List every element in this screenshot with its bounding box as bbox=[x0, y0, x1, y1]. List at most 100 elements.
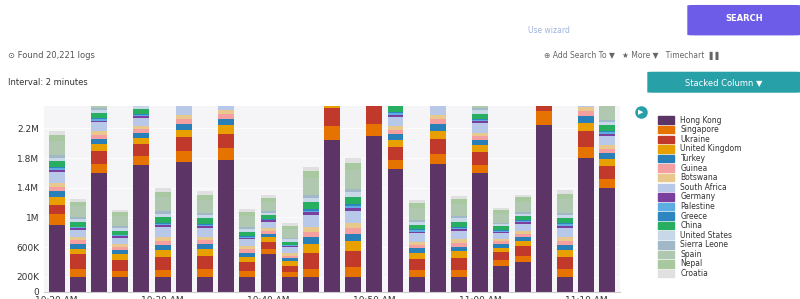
Bar bbox=[494, 233, 510, 239]
Bar bbox=[599, 179, 615, 188]
Bar bbox=[197, 249, 213, 256]
Bar bbox=[112, 271, 128, 277]
Bar bbox=[557, 257, 573, 269]
Bar bbox=[91, 144, 107, 151]
Bar bbox=[658, 164, 674, 172]
Bar bbox=[70, 254, 86, 269]
Bar bbox=[197, 200, 213, 213]
Bar bbox=[218, 160, 234, 292]
Bar bbox=[536, 90, 552, 111]
Bar bbox=[514, 246, 530, 256]
Bar bbox=[282, 245, 298, 246]
Bar bbox=[49, 172, 65, 183]
Bar bbox=[176, 130, 192, 137]
Bar bbox=[578, 92, 594, 95]
Bar bbox=[557, 277, 573, 292]
Bar bbox=[472, 165, 488, 173]
Bar bbox=[324, 89, 340, 97]
Bar bbox=[472, 145, 488, 152]
Bar bbox=[557, 225, 573, 226]
Bar bbox=[451, 246, 467, 251]
Bar bbox=[49, 167, 65, 168]
Bar bbox=[494, 232, 510, 233]
Bar bbox=[261, 196, 277, 198]
Bar bbox=[366, 57, 382, 59]
Bar bbox=[70, 228, 86, 230]
Bar bbox=[176, 115, 192, 119]
Bar bbox=[112, 260, 128, 271]
Bar bbox=[451, 243, 467, 246]
Bar bbox=[599, 101, 615, 106]
Bar bbox=[282, 256, 298, 258]
Bar bbox=[409, 231, 425, 234]
Bar bbox=[578, 91, 594, 92]
Bar bbox=[70, 199, 86, 202]
Bar bbox=[261, 237, 277, 242]
Bar bbox=[366, 61, 382, 64]
Bar bbox=[324, 57, 340, 58]
Bar bbox=[578, 83, 594, 89]
Bar bbox=[176, 88, 192, 90]
Bar bbox=[346, 204, 361, 205]
Bar bbox=[197, 224, 213, 225]
Bar bbox=[557, 213, 573, 215]
Bar bbox=[514, 231, 530, 234]
Bar bbox=[324, 140, 340, 292]
Text: Sierra Leone: Sierra Leone bbox=[681, 240, 729, 249]
Bar bbox=[387, 112, 403, 113]
Text: Use wizard: Use wizard bbox=[528, 26, 570, 35]
Bar bbox=[197, 191, 213, 195]
Bar bbox=[176, 103, 192, 105]
Bar bbox=[430, 63, 446, 69]
Text: Botswana: Botswana bbox=[681, 173, 718, 182]
Bar bbox=[49, 183, 65, 187]
Bar bbox=[409, 248, 425, 253]
Bar bbox=[451, 258, 467, 270]
Bar bbox=[218, 134, 234, 148]
Bar bbox=[409, 208, 425, 220]
Bar bbox=[451, 204, 467, 216]
Bar bbox=[239, 216, 255, 227]
Bar bbox=[494, 244, 510, 248]
Bar bbox=[387, 117, 403, 126]
Bar bbox=[557, 218, 573, 223]
Bar bbox=[91, 89, 107, 94]
Bar bbox=[599, 166, 615, 179]
Bar bbox=[49, 170, 65, 172]
Bar bbox=[451, 199, 467, 204]
Bar bbox=[578, 78, 594, 83]
Bar bbox=[430, 88, 446, 92]
Bar bbox=[494, 242, 510, 244]
Bar bbox=[303, 244, 318, 253]
Bar bbox=[176, 73, 192, 88]
Bar bbox=[409, 222, 425, 225]
Bar bbox=[578, 158, 594, 292]
Bar bbox=[49, 141, 65, 155]
Bar bbox=[557, 250, 573, 257]
Bar bbox=[658, 212, 674, 220]
Bar bbox=[658, 126, 674, 133]
Bar bbox=[324, 126, 340, 140]
Text: Singapore: Singapore bbox=[681, 125, 719, 134]
Bar bbox=[303, 253, 318, 269]
Bar bbox=[451, 222, 467, 227]
Bar bbox=[197, 225, 213, 226]
Bar bbox=[472, 110, 488, 114]
Bar bbox=[494, 231, 510, 232]
Bar bbox=[91, 108, 107, 110]
Bar bbox=[409, 277, 425, 292]
Bar bbox=[91, 86, 107, 89]
Bar bbox=[366, 77, 382, 82]
Bar bbox=[346, 267, 361, 277]
Bar bbox=[658, 155, 674, 162]
Bar bbox=[599, 120, 615, 122]
Bar bbox=[176, 119, 192, 124]
Bar bbox=[472, 173, 488, 292]
Bar bbox=[387, 86, 403, 100]
Bar bbox=[91, 110, 107, 113]
Bar bbox=[409, 270, 425, 277]
Bar bbox=[303, 202, 318, 209]
Bar bbox=[49, 168, 65, 170]
Bar bbox=[70, 269, 86, 277]
Bar bbox=[409, 220, 425, 222]
